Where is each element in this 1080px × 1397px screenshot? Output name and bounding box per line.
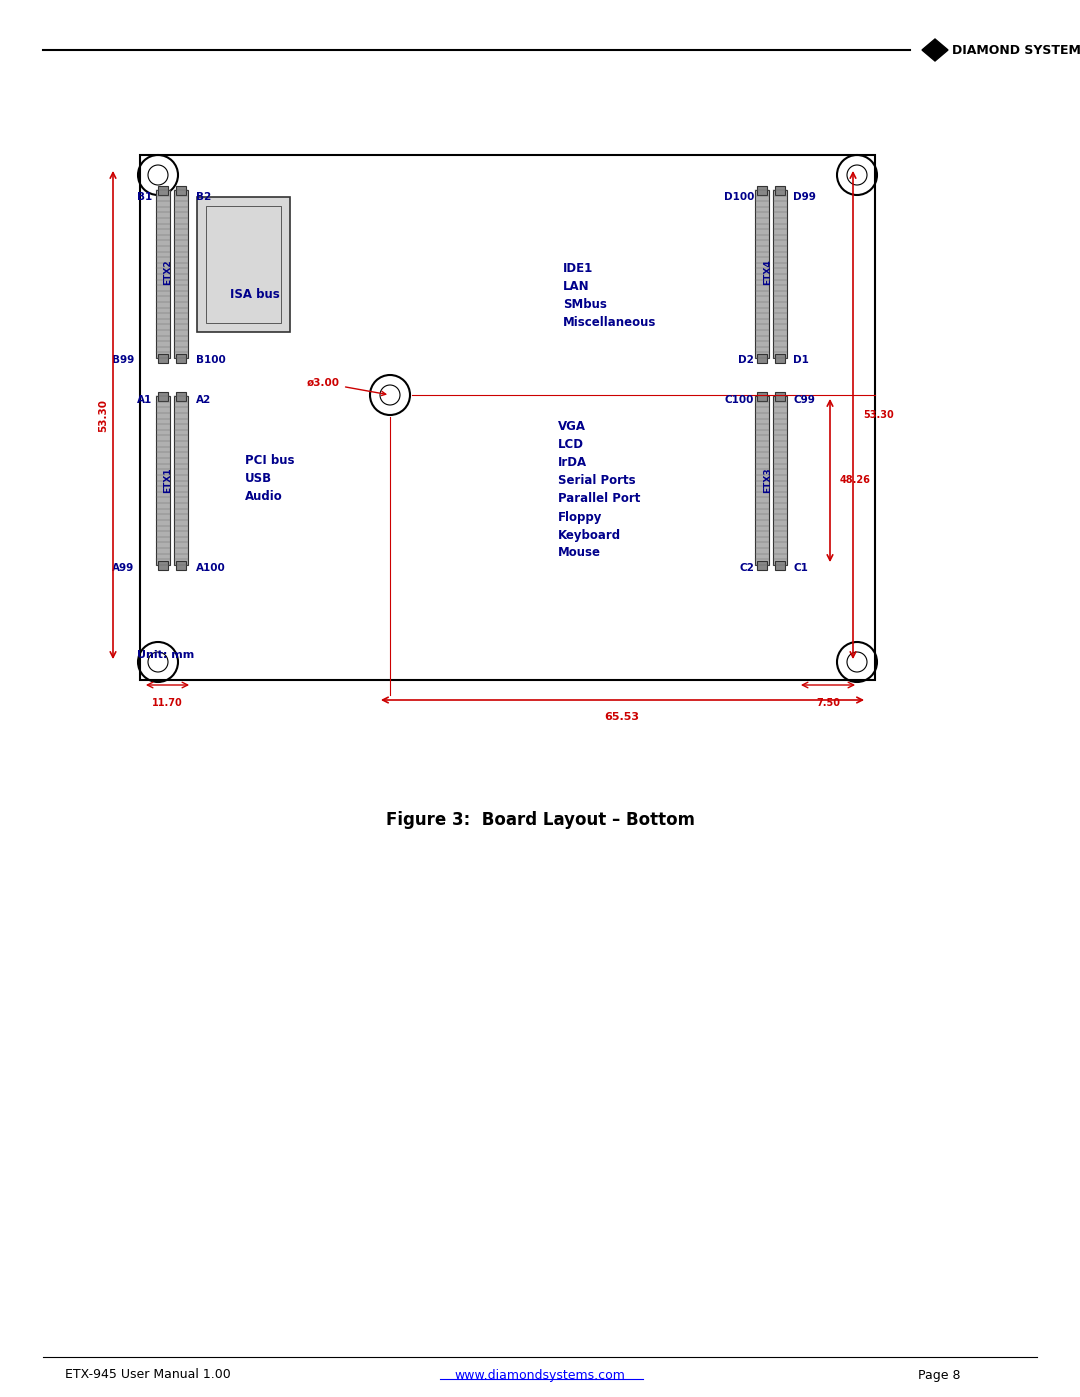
Text: 65.53: 65.53 (605, 712, 639, 722)
Bar (158, 391, 168, 401)
Bar (158, 353, 168, 362)
Bar (206, 205, 281, 323)
Bar (176, 391, 186, 401)
Text: C99: C99 (793, 395, 815, 405)
Bar (755, 190, 769, 358)
Text: ETX3: ETX3 (764, 467, 772, 493)
Bar (156, 190, 170, 358)
Text: B1: B1 (137, 191, 152, 203)
Text: A100: A100 (195, 563, 226, 573)
Text: Unit: mm: Unit: mm (137, 650, 194, 659)
Bar (775, 353, 785, 362)
Bar (757, 560, 767, 570)
Text: ETX-945 User Manual 1.00: ETX-945 User Manual 1.00 (65, 1369, 231, 1382)
Bar (158, 560, 168, 570)
Text: Page 8: Page 8 (918, 1369, 960, 1382)
Bar (156, 395, 170, 564)
Text: C2: C2 (739, 563, 754, 573)
Bar (773, 190, 787, 358)
Text: D2: D2 (738, 355, 754, 365)
Text: ETX2: ETX2 (163, 260, 173, 285)
Text: D99: D99 (793, 191, 815, 203)
Bar (775, 560, 785, 570)
Text: C1: C1 (793, 563, 808, 573)
Text: ETX1: ETX1 (163, 467, 173, 493)
Text: A99: A99 (111, 563, 134, 573)
Text: A2: A2 (195, 395, 212, 405)
Text: DIAMOND SYSTEMS: DIAMOND SYSTEMS (951, 43, 1080, 56)
Bar (775, 391, 785, 401)
Text: B100: B100 (195, 355, 226, 365)
Bar (757, 391, 767, 401)
Text: 7.50: 7.50 (816, 698, 840, 708)
Text: C100: C100 (725, 395, 754, 405)
Text: 11.70: 11.70 (151, 698, 183, 708)
Text: ETX4: ETX4 (764, 258, 772, 285)
Bar (174, 395, 188, 564)
Text: B99: B99 (111, 355, 134, 365)
Bar (757, 186, 767, 194)
Text: Figure 3:  Board Layout – Bottom: Figure 3: Board Layout – Bottom (386, 812, 694, 828)
Polygon shape (922, 39, 948, 61)
Text: 53.30: 53.30 (98, 398, 108, 432)
Text: ø3.00: ø3.00 (307, 379, 386, 395)
Bar (775, 186, 785, 194)
Text: ISA bus: ISA bus (230, 289, 280, 302)
Bar (773, 395, 787, 564)
Text: www.diamondsystems.com: www.diamondsystems.com (455, 1369, 625, 1382)
Bar (174, 190, 188, 358)
Bar (755, 395, 769, 564)
Text: 48.26: 48.26 (840, 475, 870, 485)
Bar (140, 155, 875, 680)
Text: A1: A1 (137, 395, 152, 405)
Bar (176, 186, 186, 194)
Bar (757, 353, 767, 362)
Bar (176, 353, 186, 362)
Text: VGA
LCD
IrDA
Serial Ports
Parallel Port
Floppy
Keyboard
Mouse: VGA LCD IrDA Serial Ports Parallel Port … (558, 420, 640, 560)
Text: D1: D1 (793, 355, 809, 365)
Text: 53.30: 53.30 (863, 409, 894, 420)
Text: PCI bus
USB
Audio: PCI bus USB Audio (245, 454, 295, 503)
Text: D100: D100 (724, 191, 754, 203)
Text: B2: B2 (195, 191, 212, 203)
Bar (158, 186, 168, 194)
Bar (176, 560, 186, 570)
Text: IDE1
LAN
SMbus
Miscellaneous: IDE1 LAN SMbus Miscellaneous (563, 261, 657, 328)
Bar (197, 197, 291, 332)
